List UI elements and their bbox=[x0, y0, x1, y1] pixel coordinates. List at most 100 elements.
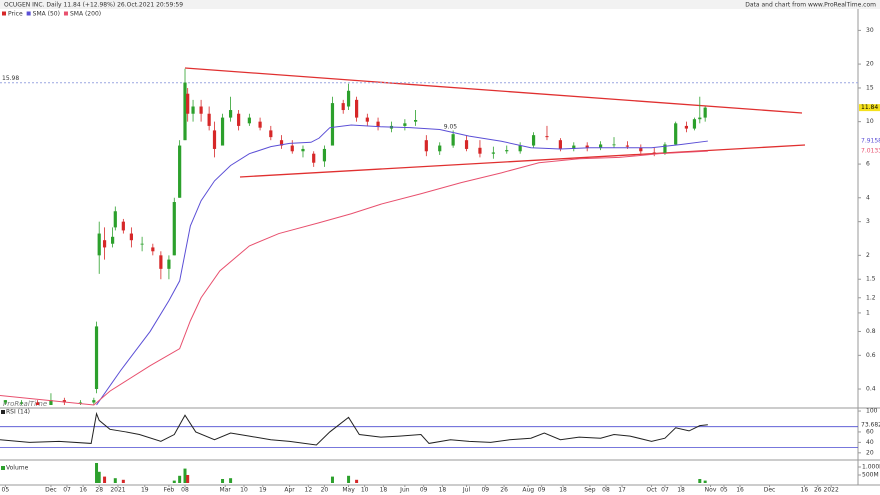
candle-body bbox=[424, 140, 428, 152]
volume-bar bbox=[347, 475, 351, 483]
y-tick-label: 0.4 bbox=[866, 386, 876, 393]
legend-swatch bbox=[63, 11, 68, 16]
x-tick-label: 08 bbox=[602, 487, 610, 494]
candle-body bbox=[572, 145, 576, 149]
trendline bbox=[239, 144, 806, 178]
candle-body bbox=[186, 93, 190, 114]
x-tick-label: 05 bbox=[2, 487, 10, 494]
x-tick-label: 20 bbox=[321, 487, 329, 494]
x-tick-label: 17 bbox=[618, 487, 626, 494]
x-tick-label: May bbox=[342, 487, 355, 494]
candle-body bbox=[62, 400, 66, 403]
x-tick-label: 10 bbox=[240, 487, 248, 494]
volume-bar bbox=[330, 476, 334, 483]
x-tick-label: 16 bbox=[801, 487, 809, 494]
y-tick-label: 500M bbox=[862, 471, 879, 478]
volume-bar bbox=[229, 478, 233, 483]
y-tick-label: 2 bbox=[866, 252, 870, 259]
x-tick-label: 2022 bbox=[824, 487, 839, 494]
candle-body bbox=[376, 121, 380, 127]
swing-label: 9.05 bbox=[444, 123, 458, 130]
candle-body bbox=[97, 233, 101, 256]
candle-body bbox=[692, 119, 697, 129]
x-tick-label: 16 bbox=[79, 487, 87, 494]
last-value-box bbox=[859, 137, 880, 145]
x-tick-label: 07 bbox=[661, 487, 669, 494]
candle-body bbox=[102, 240, 107, 248]
candle-body bbox=[167, 259, 171, 269]
candle-body bbox=[505, 150, 509, 152]
candle-body bbox=[269, 130, 273, 138]
x-tick-label: Jun bbox=[399, 487, 410, 494]
candle-body bbox=[663, 144, 667, 154]
x-tick-label: 07 bbox=[63, 487, 71, 494]
y-tick-label: 30 bbox=[866, 27, 874, 34]
candle-body bbox=[78, 402, 83, 404]
candle-body bbox=[652, 152, 656, 154]
candle-body bbox=[279, 140, 284, 146]
candle-body bbox=[207, 113, 211, 126]
candle-body bbox=[703, 107, 707, 118]
candle-body bbox=[639, 147, 643, 152]
candle-body bbox=[113, 211, 117, 228]
candle-body bbox=[191, 106, 195, 114]
y-tick-label: 1.5 bbox=[866, 276, 876, 283]
y-tick-label: 10 bbox=[866, 118, 874, 125]
candle-body bbox=[183, 82, 187, 141]
y-tick-label: 20 bbox=[866, 449, 874, 456]
candle-body bbox=[698, 117, 702, 120]
volume-bar bbox=[172, 480, 176, 483]
x-tick-label: 18 bbox=[380, 487, 388, 494]
y-tick-label: 4 bbox=[866, 194, 870, 201]
x-tick-label: 16 bbox=[736, 487, 744, 494]
reference-label: 15.98 bbox=[2, 75, 19, 82]
candle-body bbox=[674, 123, 678, 145]
candle-body bbox=[403, 123, 407, 126]
x-tick-label: Jul bbox=[462, 487, 471, 494]
last-value-box bbox=[859, 147, 880, 155]
candle-body bbox=[301, 148, 305, 152]
x-tick-label: 19 bbox=[259, 487, 267, 494]
candle-body bbox=[111, 236, 115, 244]
x-tick-label: Nov bbox=[705, 487, 717, 494]
candle-body bbox=[290, 145, 294, 152]
y-tick-label: 40 bbox=[866, 439, 874, 446]
x-tick-label: 09 bbox=[538, 487, 546, 494]
candle-body bbox=[35, 402, 40, 405]
candle-body bbox=[172, 202, 176, 256]
x-tick-label: 10 bbox=[361, 487, 369, 494]
legend-swatch bbox=[26, 11, 31, 16]
volume-bar bbox=[95, 462, 99, 483]
candle-body bbox=[531, 135, 536, 146]
candle-body bbox=[545, 136, 549, 138]
x-tick-label: Dec bbox=[764, 487, 776, 494]
last-value-label: 7.0133 bbox=[861, 148, 880, 155]
volume-bar bbox=[698, 478, 702, 483]
candle-body bbox=[247, 117, 251, 124]
candle-body bbox=[151, 247, 155, 252]
y-tick-label: 20 bbox=[866, 61, 874, 68]
candle-body bbox=[199, 106, 203, 114]
y-tick-label: 6 bbox=[866, 161, 870, 168]
x-tick-label: 19 bbox=[141, 487, 149, 494]
legend-swatch bbox=[2, 11, 6, 16]
candle-body bbox=[92, 400, 96, 403]
trendline bbox=[184, 67, 803, 114]
candle-body bbox=[341, 103, 345, 111]
candle-body bbox=[322, 148, 327, 162]
volume-bar bbox=[121, 479, 125, 483]
candle-body bbox=[237, 113, 241, 126]
last-value-box bbox=[859, 421, 880, 429]
candle-body bbox=[258, 121, 262, 128]
legend-label: SMA (200) bbox=[70, 11, 101, 18]
volume-bar bbox=[221, 478, 225, 483]
legend-label: Price bbox=[8, 11, 23, 18]
y-tick-label: 60 bbox=[866, 428, 874, 435]
y-tick-label: 100 bbox=[866, 408, 878, 415]
y-tick-label: 15 bbox=[866, 84, 874, 91]
last-value-label: 7.9158 bbox=[861, 138, 880, 145]
candle-body bbox=[451, 134, 455, 146]
candle-body bbox=[312, 153, 316, 163]
x-tick-label: 09 bbox=[420, 487, 428, 494]
x-tick-label: Oct bbox=[646, 487, 657, 494]
